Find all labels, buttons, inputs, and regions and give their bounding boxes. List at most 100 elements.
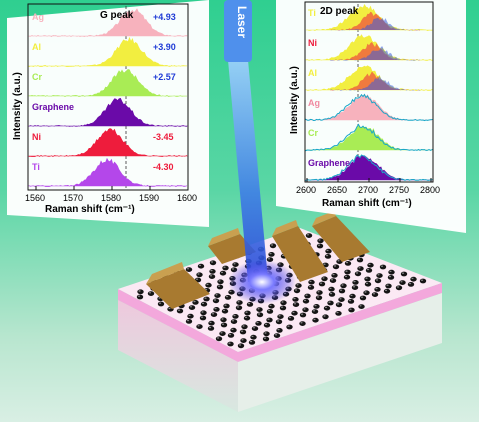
carbon-atom <box>222 265 229 271</box>
g-peak-tick-label: 1590 <box>139 193 159 203</box>
carbon-atom <box>227 341 234 347</box>
carbon-atom-highlight <box>294 289 298 291</box>
carbon-atom <box>210 312 218 317</box>
carbon-atom <box>241 324 248 330</box>
2d-peak-xlabel: Raman shift (cm⁻¹) <box>322 198 412 209</box>
carbon-atom <box>230 327 237 333</box>
g-peak-spectrum-ti <box>28 157 188 187</box>
carbon-atom-highlight <box>233 314 236 317</box>
g-peak-xlabel: Raman shift (cm⁻¹) <box>45 204 135 215</box>
carbon-atom <box>344 261 352 266</box>
carbon-atom <box>295 283 302 288</box>
carbon-atom <box>220 317 227 323</box>
carbon-atom-highlight <box>274 334 278 336</box>
carbon-atom <box>302 307 309 313</box>
carbon-atom <box>200 310 207 316</box>
carbon-atom-highlight <box>353 280 356 283</box>
carbon-atom <box>419 278 427 284</box>
carbon-atom-highlight <box>336 311 339 314</box>
carbon-atom <box>266 317 273 323</box>
carbon-atom <box>322 314 329 320</box>
carbon-atom-highlight <box>344 275 348 278</box>
carbon-atom <box>277 314 284 319</box>
g-peak-spectrum-cr <box>28 69 188 97</box>
carbon-atom-highlight <box>293 297 296 300</box>
carbon-atom <box>340 283 347 289</box>
carbon-atom-highlight <box>257 313 261 315</box>
carbon-atom <box>332 264 340 270</box>
carbon-atom-highlight <box>186 319 190 322</box>
carbon-atom-highlight <box>287 325 290 327</box>
carbon-atom <box>349 293 356 299</box>
carbon-atom <box>351 285 359 290</box>
carbon-atom-highlight <box>332 273 335 276</box>
g-peak-tick-label: 1600 <box>177 193 197 203</box>
carbon-atom-highlight <box>366 268 370 271</box>
carbon-atom-highlight <box>319 282 323 284</box>
carbon-atom <box>137 289 144 295</box>
carbon-atom <box>279 305 287 311</box>
g-peak-panel: G peak Ag +4.93 Al +3.90 Cr +2.57 Graphene Ni -3… <box>7 0 209 227</box>
carbon-atom-highlight <box>358 267 361 269</box>
carbon-atom-highlight <box>325 254 329 257</box>
2d-peak-tick-label: 2750 <box>389 185 409 195</box>
g-peak-label-cr: Cr <box>32 72 42 82</box>
carbon-atom-highlight <box>339 298 342 300</box>
2d-peak-spectra <box>305 3 433 182</box>
carbon-atom <box>239 329 247 335</box>
2d-peak-ylabel: Intensity (a.u.) <box>289 66 300 134</box>
carbon-atom <box>214 293 221 298</box>
carbon-atom <box>187 313 194 319</box>
carbon-atom <box>356 257 364 263</box>
carbon-atom <box>196 324 203 329</box>
carbon-atom <box>312 317 319 323</box>
carbon-atom-highlight <box>242 325 245 327</box>
carbon-atom-highlight <box>252 327 256 329</box>
carbon-atom <box>410 276 417 282</box>
carbon-atom <box>147 291 155 296</box>
carbon-atom-highlight <box>277 328 280 331</box>
carbon-atom-highlight <box>278 315 281 317</box>
carbon-atom <box>325 248 332 254</box>
carbon-atom <box>176 308 184 314</box>
carbon-atom-highlight <box>238 344 242 346</box>
carbon-atom <box>367 262 374 268</box>
carbon-atom <box>185 319 193 324</box>
carbon-atom-highlight <box>420 279 424 281</box>
carbon-atom-highlight <box>220 332 223 334</box>
carbon-atom <box>205 282 212 288</box>
carbon-atom-highlight <box>209 275 213 277</box>
carbon-atom <box>317 238 324 244</box>
2d-peak-spectrum-ni <box>305 34 433 62</box>
carbon-atom-highlight <box>241 339 244 341</box>
2d-peak-spectrum-cr <box>305 123 433 152</box>
2d-peak-component <box>330 46 420 61</box>
carbon-atom <box>359 295 367 301</box>
carbon-atom <box>387 275 395 280</box>
carbon-atom <box>232 314 239 319</box>
carbon-atom <box>212 298 220 304</box>
2d-peak-fit <box>305 93 433 122</box>
carbon-atom-highlight <box>312 310 316 312</box>
carbon-atom-highlight <box>401 272 405 274</box>
carbon-atom-highlight <box>365 282 369 285</box>
carbon-atom <box>358 304 365 309</box>
carbon-atom <box>328 286 335 292</box>
carbon-atom-highlight <box>329 292 333 295</box>
carbon-atom <box>223 303 230 309</box>
carbon-atom-highlight <box>267 258 271 260</box>
carbon-atom-highlight <box>231 328 234 331</box>
carbon-atom <box>327 300 334 306</box>
g-peak-label-ti: Ti <box>32 162 40 172</box>
carbon-atom <box>376 273 383 278</box>
carbon-atom <box>287 316 295 321</box>
carbon-atom-highlight <box>326 249 329 252</box>
carbon-atom-highlight <box>215 294 218 296</box>
carbon-atom <box>192 300 199 305</box>
g-peak-tick-label: 1560 <box>25 193 45 203</box>
carbon-atom-highlight <box>223 266 226 268</box>
carbon-atom-highlight <box>323 315 326 317</box>
laser: Laser <box>224 0 296 304</box>
g-peak-tick-label: 1580 <box>101 193 121 203</box>
